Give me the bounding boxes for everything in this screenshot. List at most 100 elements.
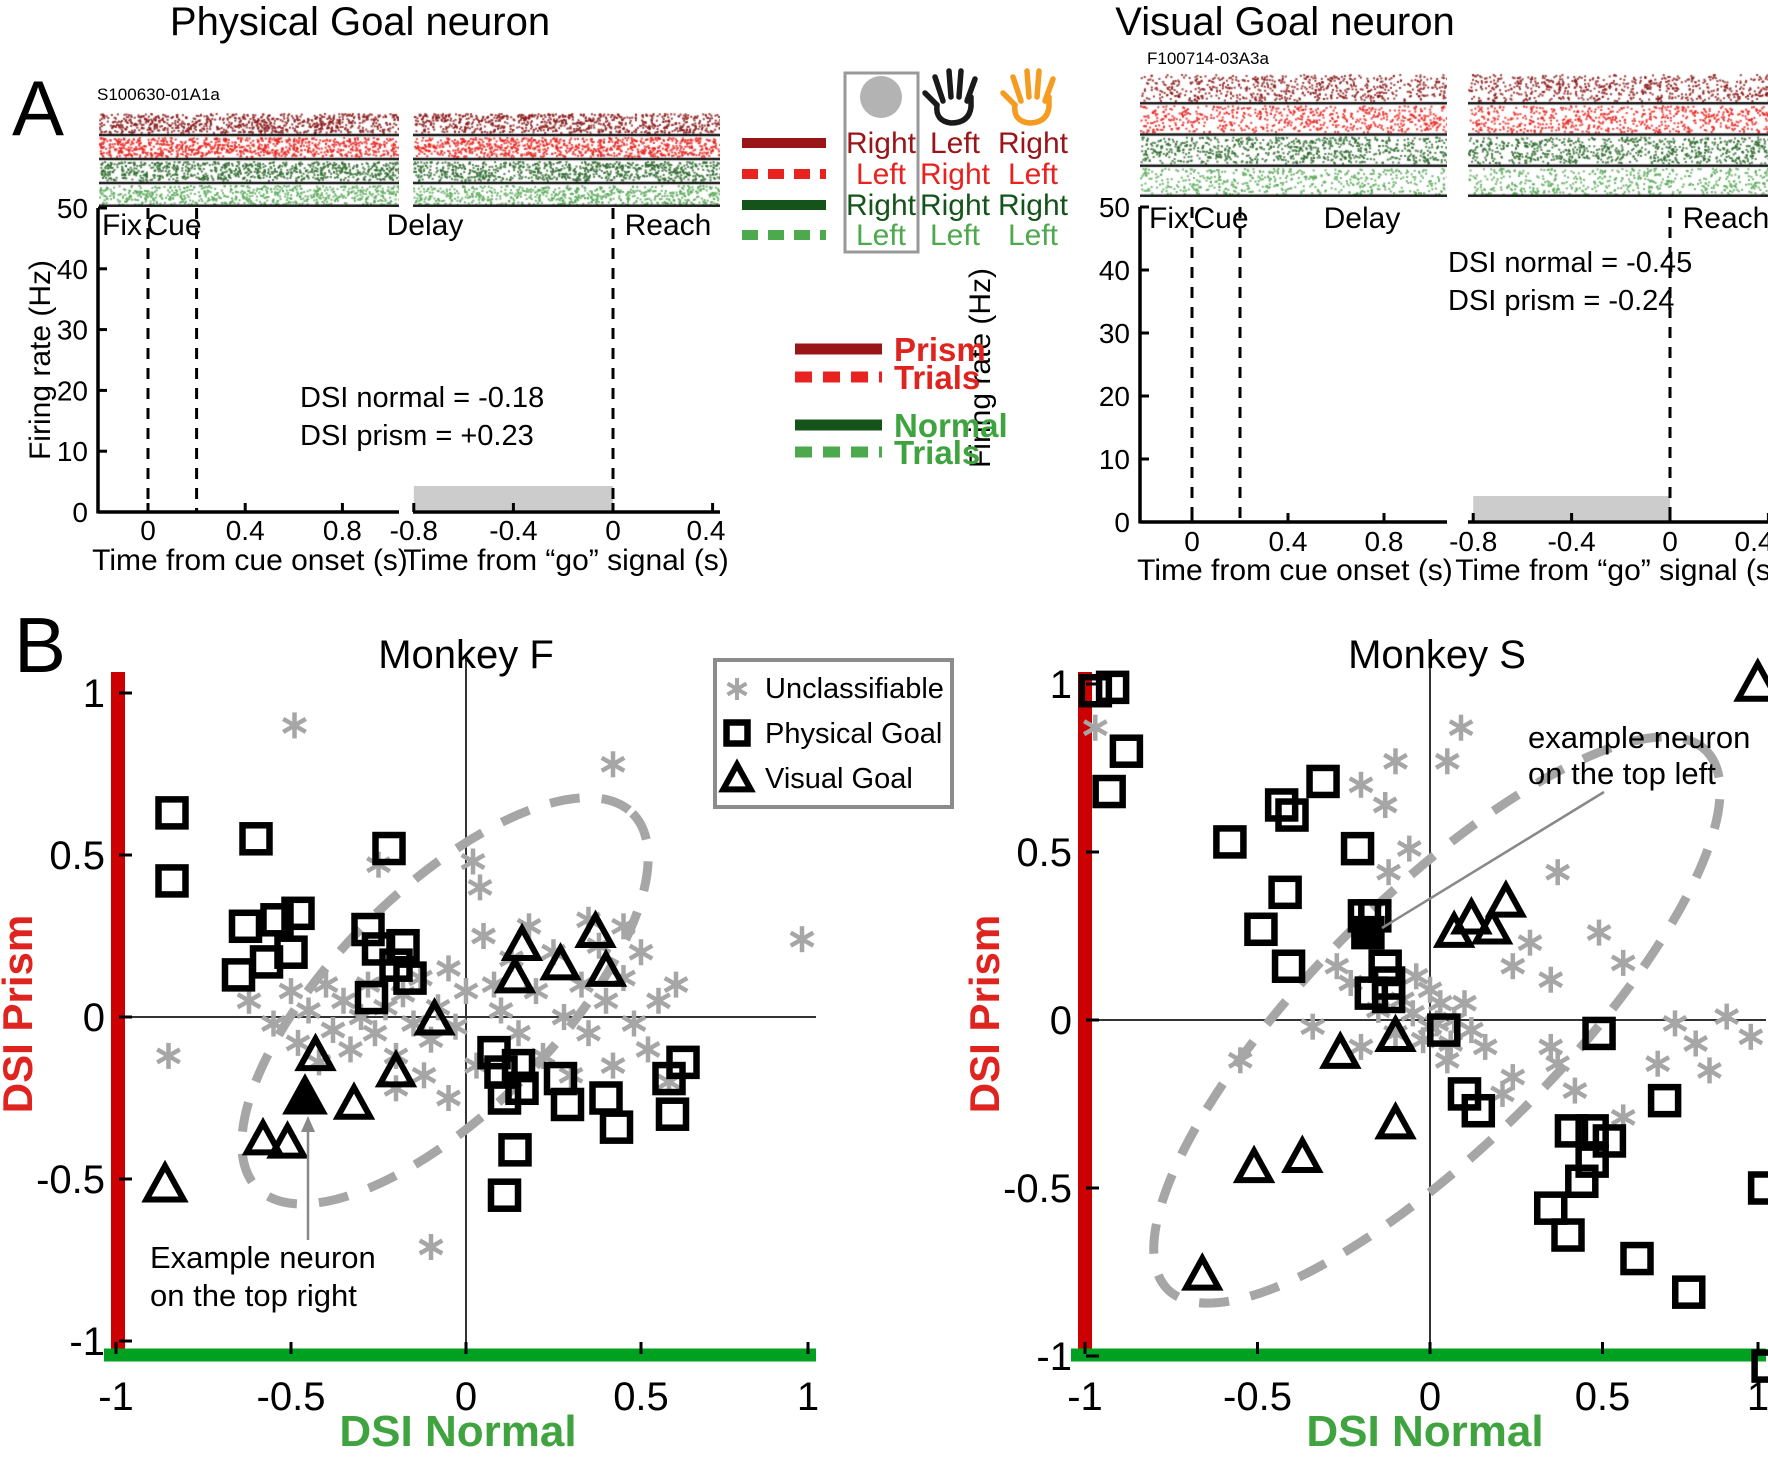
marker-asterisk: [436, 959, 461, 977]
marker-asterisk: [1417, 981, 1443, 999]
marker-square: [1647, 1083, 1682, 1118]
marker-square: [1672, 1275, 1706, 1309]
y-axis-label-monkey-s: DSI Prism: [961, 915, 1008, 1113]
monkey-s-title: Monkey S: [1348, 633, 1526, 677]
marker-asterisk: [285, 1034, 311, 1052]
marker-square: [239, 822, 273, 856]
figure-graphics: 0 0.4 0.8 -0.8 -0.4 0 0.4 0 0.4 0.8 -0.8 -0.4 0 0.4 0 1…: [36, 71, 1768, 1419]
x-axis-tick-label: 0: [140, 515, 156, 546]
y-axis-tick-label: 1: [1050, 663, 1072, 707]
raster-plot-physical-cue: [99, 111, 399, 207]
marker-triangle: [413, 997, 456, 1036]
cond-handblack-prism-right: Left: [930, 127, 981, 160]
marker-square: [1751, 1349, 1768, 1383]
annotation-example-neuron-s-line2: on the top left: [1528, 756, 1716, 791]
marker-asterisk: [1227, 1051, 1253, 1069]
marker-triangle: [141, 1159, 189, 1203]
marker-asterisk: [1348, 1038, 1374, 1056]
marker-asterisk: [576, 911, 601, 929]
epoch-delay-left: Delay: [387, 209, 464, 242]
marker-square-filled: [1351, 915, 1385, 950]
marker-triangle: [1450, 895, 1493, 935]
marker-asterisk: [1586, 924, 1612, 942]
marker-asterisk: [1300, 1018, 1326, 1036]
marker-asterisk: [663, 976, 689, 994]
x-axis-label-monkey-s: DSI Normal: [1306, 1407, 1543, 1456]
x-axis-tick-label: 0: [455, 1375, 477, 1419]
marker-asterisk: [635, 1040, 661, 1058]
y-axis-tick-label: 40: [1099, 255, 1130, 286]
marker-square: [1582, 1016, 1616, 1051]
y-axis-label-right: Firing rate (Hz): [964, 268, 997, 468]
marker-triangle: [1374, 1100, 1417, 1140]
hand-finger: [1010, 74, 1024, 104]
marker-asterisk: [1714, 1008, 1740, 1026]
x-axis-tick-label: -1: [1067, 1375, 1103, 1419]
x-axis-title-go-left: Time from “go” signal (s): [403, 544, 729, 577]
marker-square: [1354, 976, 1389, 1010]
x-axis-tick-label: -0.4: [489, 515, 537, 546]
x-axis-tick-label: -0.4: [1547, 526, 1595, 557]
marker-square: [1620, 1241, 1654, 1276]
panel-a-label: A: [12, 64, 64, 152]
marker-square: [155, 864, 189, 898]
marker-asterisk: [156, 1047, 181, 1065]
annotation-arrowhead-f: [301, 1116, 315, 1132]
hand-finger: [1012, 94, 1052, 126]
hand-finger: [964, 76, 978, 104]
marker-square: [393, 961, 427, 995]
marker-square: [498, 1133, 532, 1167]
marker-square: [505, 1071, 539, 1106]
y-axis-tick-label: 40: [57, 254, 88, 285]
x-axis-tick-label: -0.8: [390, 515, 438, 546]
y-axis-tick-label: 30: [57, 315, 88, 346]
marker-asterisk: [453, 982, 479, 1000]
marker-asterisk: [1645, 1055, 1671, 1073]
x-axis-tick-label: 0: [605, 515, 621, 546]
x-axis-title-go-right: Time from “go” signal (s): [1455, 554, 1768, 587]
marker-asterisk: [1538, 971, 1564, 989]
x-axis-tick-label: -0.5: [1223, 1375, 1292, 1419]
marker-square: [487, 1081, 522, 1115]
marker-asterisk: [516, 917, 542, 935]
marker-triangle: [574, 909, 617, 948]
marker-square: [1461, 1093, 1496, 1128]
marker-triangle: [1181, 1252, 1224, 1291]
marker-square: [281, 896, 315, 931]
marker-asterisk: [1500, 957, 1526, 975]
marker-asterisk: [436, 1089, 461, 1107]
marker-asterisk: [1396, 840, 1422, 858]
marker-square: [487, 1178, 522, 1212]
x-axis-tick-label: 0.4: [1269, 526, 1308, 557]
marker-square: [1095, 670, 1130, 705]
marker-asterisk: [261, 1015, 286, 1032]
marker-asterisk: [331, 992, 356, 1010]
cond-handorange-normal-right: Right: [998, 189, 1069, 222]
x-axis-title-cue-left: Time from cue onset (s): [92, 544, 408, 577]
hand-finger: [934, 94, 974, 126]
marker-square: [666, 1045, 700, 1080]
y-axis-tick-label: 0: [72, 497, 88, 528]
y-axis-tick-label: -0.5: [1003, 1167, 1072, 1211]
marker-triangle: [374, 1048, 418, 1088]
y-axis-tick-label: -1: [1036, 1335, 1072, 1379]
x-axis-tick-label: 0.8: [323, 515, 362, 546]
x-axis-tick-label: 0: [1184, 526, 1200, 557]
marker-triangle: [332, 1081, 376, 1120]
marker-triangle: [294, 1032, 337, 1072]
marker-asterisk: [296, 1002, 321, 1019]
marker-asterisk: [1403, 967, 1429, 985]
y-axis-tick-label: 20: [1099, 381, 1130, 412]
marker-square: [1268, 875, 1302, 910]
y-axis-tick-label: 0: [1050, 999, 1072, 1043]
epoch-reach-right: Reach: [1683, 202, 1768, 235]
marker-asterisk: [551, 1008, 577, 1026]
marker-square: [550, 1087, 585, 1122]
y-axis-tick-label: 0: [1114, 507, 1130, 538]
marker-triangle-filled: [282, 1073, 328, 1115]
y-axis-label-monkey-f: DSI Prism: [0, 915, 41, 1113]
marker-asterisk: [1490, 1085, 1515, 1103]
marker-asterisk: [464, 1057, 489, 1075]
marker-asterisk: [541, 943, 566, 961]
marker-asterisk: [1562, 1082, 1588, 1100]
